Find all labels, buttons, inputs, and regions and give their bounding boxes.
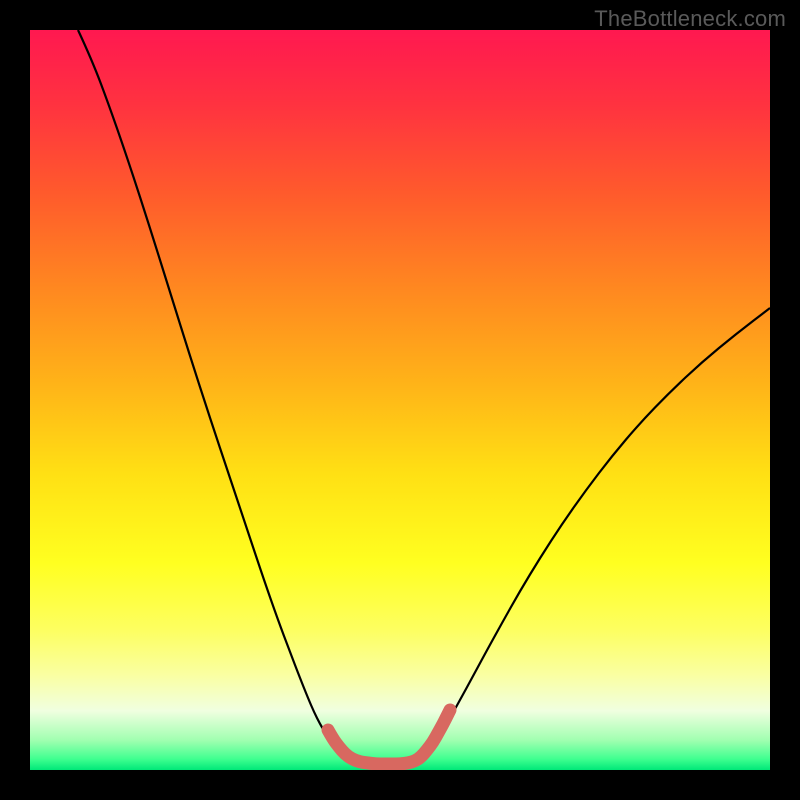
gradient-background bbox=[30, 30, 770, 770]
watermark-text: TheBottleneck.com bbox=[594, 6, 786, 32]
valley-chart-svg bbox=[30, 30, 770, 770]
chart-plot-area bbox=[30, 30, 770, 770]
